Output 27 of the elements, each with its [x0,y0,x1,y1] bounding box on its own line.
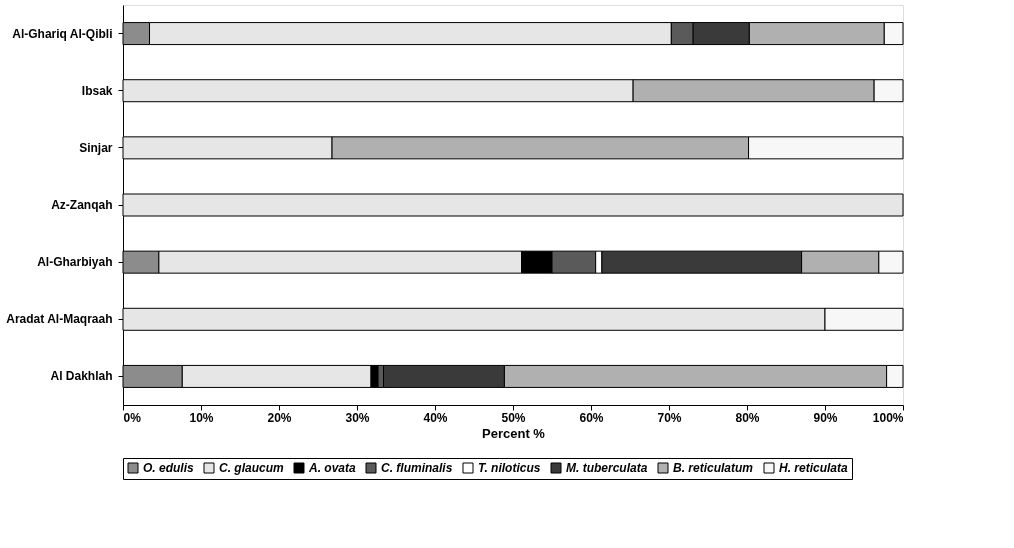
y-tick-label: Al Dakhlah [50,369,113,384]
x-tick-label: 60% [579,410,604,425]
legend-label: M. tuberculata [566,461,648,475]
legend-label: B. reticulatum [673,461,754,475]
x-tick-label: 50% [501,410,526,425]
x-tick-label: 40% [423,410,448,425]
legend-label: C. glaucum [219,461,285,475]
x-tick-label: 100% [872,410,904,425]
x-tick-label: 0% [123,410,142,425]
x-tick-label: 90% [813,410,838,425]
x-axis-title: Percent % [482,425,546,441]
x-tick-label: 80% [735,410,760,425]
y-tick-label: Az-Zanqah [51,198,113,212]
legend-label: T. niloticus [478,461,541,475]
legend-label: C. fluminalis [381,461,453,475]
legend-label: O. edulis [143,461,194,475]
y-tick-label: Ibsak [81,83,113,98]
x-tick-label: 10% [189,410,214,425]
y-tick-label: Al-Gharbiyah [37,255,113,270]
x-tick-label: 30% [345,410,370,425]
x-tick-label: 20% [267,410,292,425]
y-tick-label: Sinjar [79,140,113,155]
y-tick-label: Al-Ghariq Al-Qibli [12,26,113,41]
legend-label: H. reticulata [779,461,849,475]
legend-label: A. ovata [308,461,357,475]
y-tick-label: Aradat Al-Maqraah [6,312,113,327]
x-tick-label: 70% [657,410,682,425]
